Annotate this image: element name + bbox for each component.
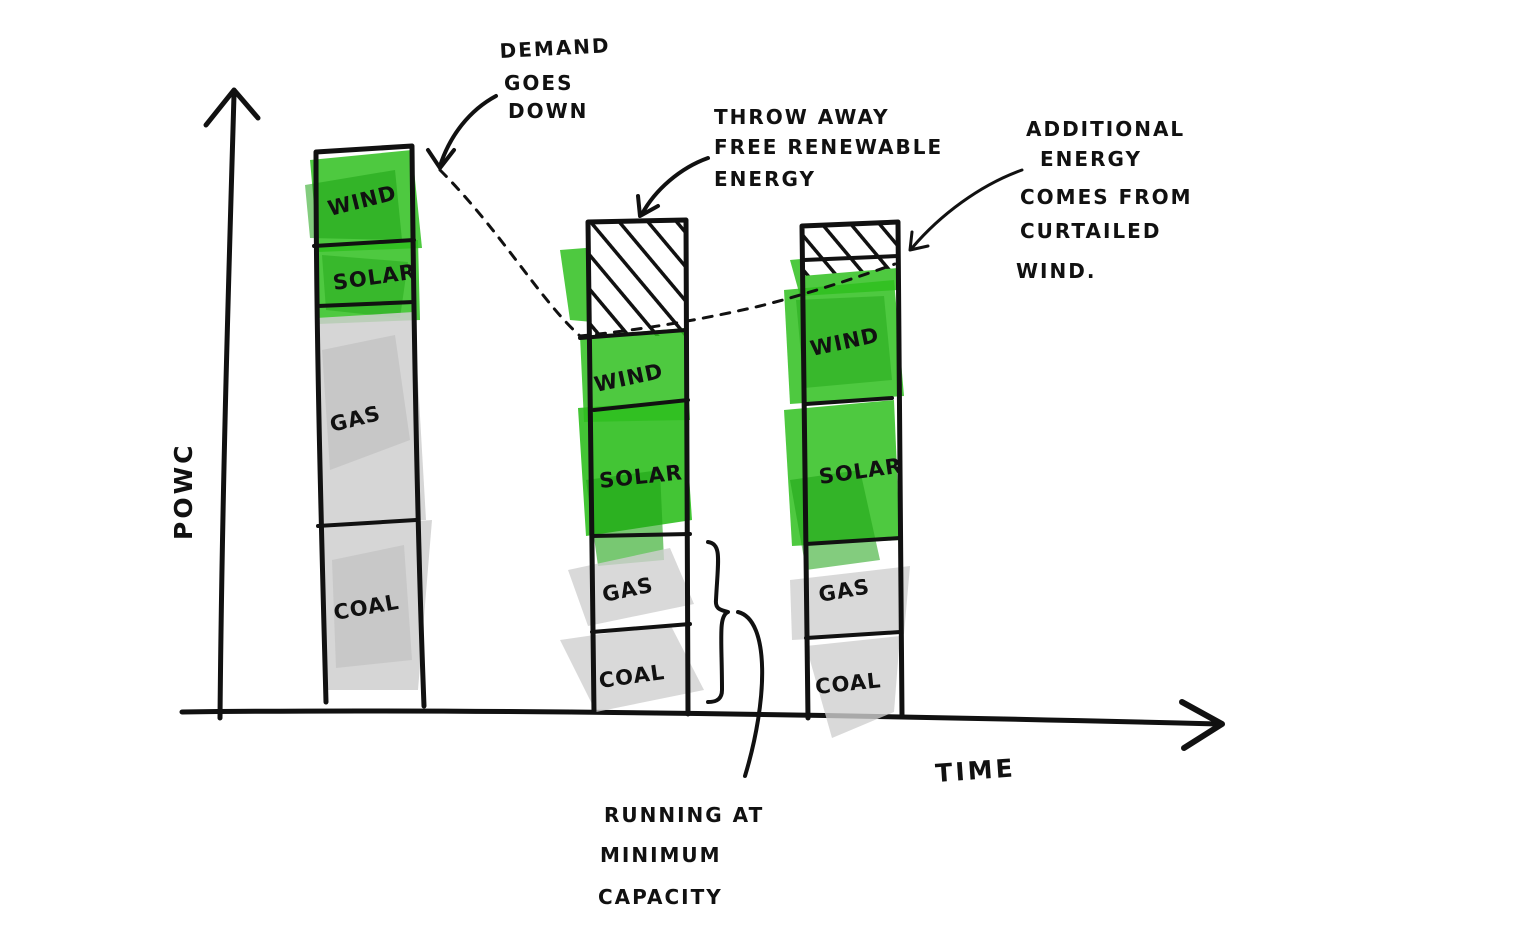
annotation-throw-away-line-3: ENERGY	[714, 167, 816, 191]
bar-1-wind-segment: WIND	[305, 150, 422, 252]
annotation-demand-line-2: GOES	[504, 71, 573, 95]
annotation-additional: ADDITIONAL ENERGY COMES FROM CURTAILED W…	[908, 117, 1193, 283]
bar-1-coal-segment: COAL	[322, 520, 432, 690]
x-axis-label: TIME	[934, 753, 1016, 788]
annotation-minimum-line-1: RUNNING AT	[604, 803, 764, 827]
bar-2-wind-segment: WIND	[580, 328, 690, 422]
bar-2-curtailed-segment	[560, 220, 688, 336]
demand-line	[438, 168, 897, 338]
annotation-demand-line-1: DEMAND	[499, 33, 611, 63]
annotation-minimum-line-3: CAPACITY	[598, 885, 723, 909]
y-axis	[203, 87, 261, 721]
annotation-demand-line-3: DOWN	[508, 99, 588, 123]
bar-3-gas-segment: GAS	[790, 566, 910, 640]
y-axis-label: POWC	[169, 443, 198, 541]
bar-1: WIND SOLAR GAS COAL	[305, 143, 432, 709]
annotation-throw-away: THROW AWAY FREE RENEWABLE ENERGY	[636, 105, 943, 218]
annotation-additional-line-4: CURTAILED	[1020, 219, 1161, 243]
bar-3-wind-segment: WIND	[784, 280, 904, 404]
bar-1-solar-segment: SOLAR	[314, 240, 420, 324]
bar-1-gas-segment: GAS	[316, 312, 426, 524]
bar-2-solar-segment: SOLAR	[578, 400, 692, 566]
bar-3-coal-segment: COAL	[806, 636, 900, 738]
annotation-additional-line-5: WIND.	[1016, 259, 1096, 283]
annotation-minimum-line-2: MINIMUM	[600, 843, 722, 867]
bar-2-coal-segment: COAL	[560, 624, 704, 712]
annotation-additional-line-1: ADDITIONAL	[1026, 117, 1185, 141]
annotation-additional-line-3: COMES FROM	[1020, 185, 1193, 209]
bar-3: WIND SOLAR GAS COAL	[784, 219, 910, 738]
annotation-additional-line-2: ENERGY	[1040, 147, 1142, 171]
x-axis	[179, 699, 1225, 751]
annotation-throw-away-line-2: FREE RENEWABLE	[714, 135, 943, 159]
annotation-demand: DEMAND GOES DOWN	[426, 33, 611, 170]
bar-2-gas-segment: GAS	[568, 548, 694, 626]
annotation-minimum: RUNNING AT MINIMUM CAPACITY	[598, 610, 765, 909]
annotation-throw-away-line-1: THROW AWAY	[714, 105, 890, 129]
bar-2: WIND SOLAR GAS COAL	[560, 217, 730, 717]
